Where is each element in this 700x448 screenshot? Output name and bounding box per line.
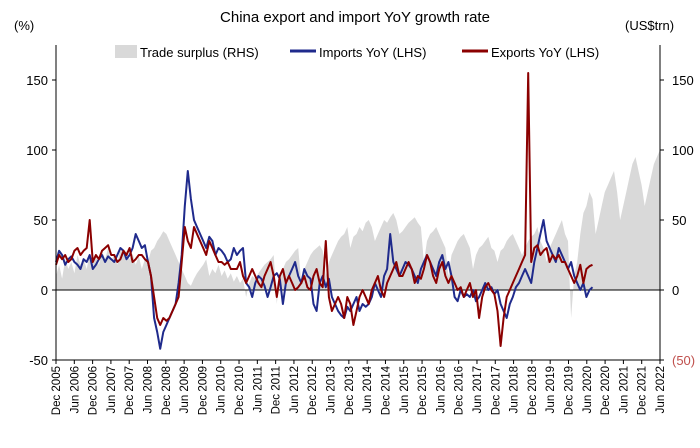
- x-tick-label: Jun 2012: [289, 366, 301, 413]
- x-tick-label: Dec 2013: [344, 366, 356, 415]
- trade-surplus-area-layer: [56, 150, 660, 318]
- legend-label-imports: Imports YoY (LHS): [319, 45, 426, 60]
- left-tick-label: 100: [26, 143, 48, 158]
- x-tick-label: Jun 2009: [179, 366, 191, 413]
- legend-swatch-trade-surplus: [115, 45, 137, 58]
- x-tick-label: Jun 2016: [435, 366, 447, 413]
- x-tick-label: Dec 2011: [271, 366, 283, 414]
- x-tick-label: Jun 2014: [362, 365, 374, 413]
- x-tick-label: Dec 2006: [88, 366, 100, 415]
- x-tick-label: Jun 2018: [509, 366, 521, 413]
- x-tick-label: Jun 2007: [106, 366, 118, 413]
- series-lines-layer: [55, 72, 594, 350]
- x-tick-label: Dec 2008: [161, 366, 173, 415]
- x-tick-label: Dec 2016: [454, 366, 466, 415]
- x-tick-label: Jun 2022: [655, 366, 667, 413]
- x-tick-label: Jun 2011: [252, 366, 264, 412]
- right-tick-label: (50): [672, 353, 695, 368]
- right-tick-label: 0: [672, 283, 679, 298]
- legend-label-trade-surplus: Trade surplus (RHS): [140, 45, 259, 60]
- left-tick-label: 0: [41, 283, 48, 298]
- x-tick-label: Jun 2021: [618, 366, 630, 413]
- x-tick-label: Dec 2005: [51, 366, 63, 415]
- left-tick-label: -50: [29, 353, 48, 368]
- x-tick-label: Dec 2017: [490, 366, 502, 415]
- x-tick-label: Dec 2015: [417, 366, 429, 415]
- x-tick-label: Jun 2017: [472, 366, 484, 413]
- legend-label-exports: Exports YoY (LHS): [491, 45, 599, 60]
- right-axis-label: (US$trn): [625, 18, 674, 33]
- imports-line: [55, 170, 594, 350]
- x-tick-label: Dec 2012: [307, 366, 319, 415]
- x-tick-label: Jun 2008: [143, 366, 155, 413]
- right-tick-label: 50: [672, 213, 686, 228]
- x-tick-label: Jun 2015: [399, 366, 411, 413]
- x-tick-label: Dec 2021: [637, 366, 649, 415]
- left-axis-label: (%): [14, 18, 34, 33]
- left-tick-label: 150: [26, 73, 48, 88]
- chart-title: China export and import YoY growth rate: [220, 9, 490, 26]
- x-tick-label: Jun 2019: [545, 366, 557, 413]
- axes-layer: [55, 45, 661, 361]
- x-tick-label: Dec 2019: [564, 366, 576, 415]
- x-tick-label: Dec 2014: [381, 365, 393, 415]
- tick-labels-layer: 150 100 50 0 -50 150 100 50 0 (50) Dec 2005 Jun 200…: [26, 73, 695, 415]
- trade-surplus-area: [56, 150, 660, 318]
- x-tick-label: Dec 2020: [600, 366, 612, 415]
- x-tick-label: Dec 2007: [124, 366, 136, 415]
- x-tick-label: Jun 2010: [216, 366, 228, 413]
- x-tick-label: Jun 2013: [326, 366, 338, 413]
- x-tick-label: Jun 2020: [582, 366, 594, 413]
- x-tick-label: Dec 2010: [234, 366, 246, 415]
- x-tick-label: Jun 2006: [69, 366, 81, 413]
- x-tick-label: Dec 2009: [197, 366, 209, 415]
- legend: Trade surplus (RHS) Imports YoY (LHS) Ex…: [115, 45, 599, 60]
- left-tick-label: 50: [34, 213, 48, 228]
- right-tick-label: 100: [672, 143, 694, 158]
- exports-line: [55, 72, 593, 347]
- right-tick-label: 150: [672, 73, 694, 88]
- x-tick-label: Dec 2018: [527, 366, 539, 415]
